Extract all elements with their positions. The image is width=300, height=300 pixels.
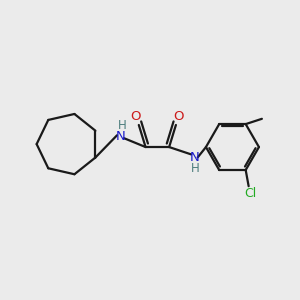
Text: H: H [118, 119, 126, 132]
Text: H: H [191, 162, 200, 175]
Text: N: N [189, 151, 199, 164]
Text: O: O [130, 110, 141, 123]
Text: N: N [116, 130, 125, 143]
Text: Cl: Cl [244, 187, 256, 200]
Text: O: O [174, 110, 184, 123]
